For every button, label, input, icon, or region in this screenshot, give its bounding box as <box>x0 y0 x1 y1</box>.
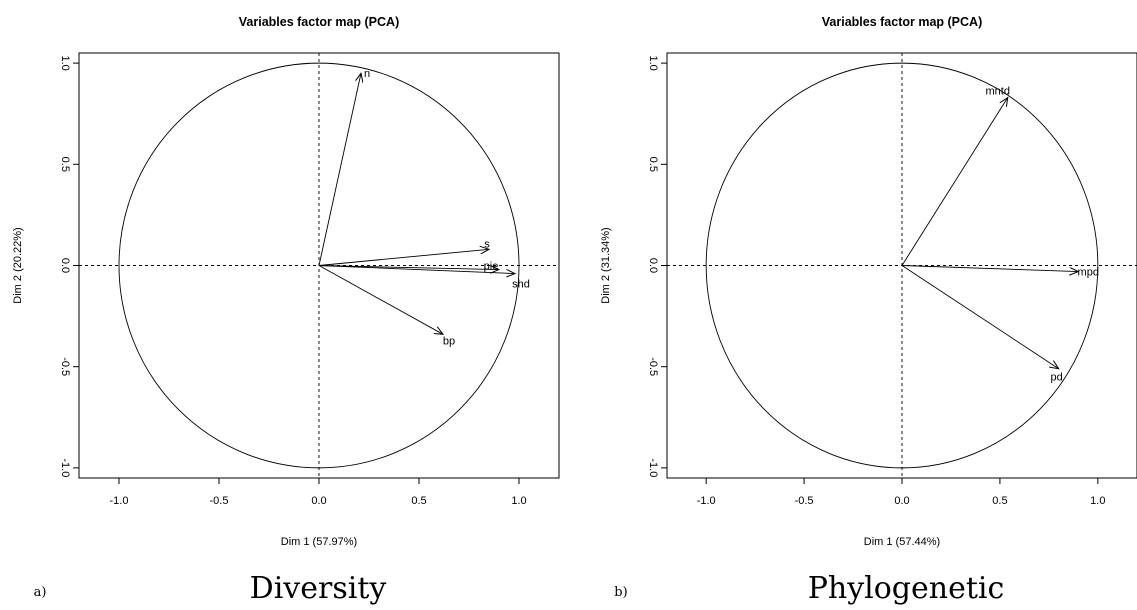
variable-label-bp: bp <box>443 335 455 347</box>
x-tick-label: 0.0 <box>894 495 909 507</box>
x-tick-label: -0.5 <box>795 495 814 507</box>
chart-title: Variables factor map (PCA) <box>822 15 982 29</box>
y-tick-label: -0.5 <box>59 357 71 376</box>
variable-label-pie: pie <box>484 261 499 273</box>
y-axis-label: Dim 2 (31.34%) <box>600 227 612 303</box>
panel-caption: Phylogenetic <box>808 571 1005 606</box>
variable-arrow-pd <box>901 265 1059 369</box>
variable-label-mntd: mntd <box>986 86 1010 98</box>
panel-caption: Diversity <box>250 571 387 606</box>
x-tick-label: -1.0 <box>697 495 716 507</box>
variable-label-mpd: mpd <box>1078 267 1099 279</box>
pca-panel-a: Variables factor map (PCA) -1.0 -0.5 0.0 0.5… <box>12 15 560 606</box>
variable-label-s: s <box>484 238 490 250</box>
x-tick-label: -0.5 <box>210 495 229 507</box>
x-tick-label: 0.5 <box>411 495 426 507</box>
x-axis-label: Dim 1 (57.44%) <box>864 536 940 548</box>
y-tick-label: 1.0 <box>647 55 659 70</box>
variable-arrow-mpd <box>901 265 1078 272</box>
variable-arrow-mntd <box>901 98 1008 266</box>
variable-arrow-shd <box>318 265 515 274</box>
y-tick-label: -1.0 <box>647 458 659 477</box>
y-tick-label: 0.5 <box>647 157 659 172</box>
variable-arrow-pie <box>318 265 499 270</box>
y-tick-label: -0.5 <box>647 357 659 376</box>
x-tick-label: -1.0 <box>110 495 129 507</box>
x-tick-label: 1.0 <box>511 495 526 507</box>
chart-title: Variables factor map (PCA) <box>239 15 399 29</box>
variable-label-pd: pd <box>1051 372 1063 384</box>
x-tick-label: 0.0 <box>311 495 326 507</box>
y-tick-label: 0.0 <box>647 258 659 273</box>
pca-panel-b: Variables factor map (PCA) -1.0 -0.5 0.0 0.5… <box>600 15 1137 606</box>
y-tick-label: 0.0 <box>59 258 71 273</box>
x-tick-label: 1.0 <box>1090 495 1105 507</box>
y-axis-label: Dim 2 (20.22%) <box>12 227 24 303</box>
variable-label-shd: shd <box>512 279 530 291</box>
panel-letter: a) <box>34 585 47 600</box>
variable-arrow-s <box>318 249 489 266</box>
panel-letter: b) <box>614 585 627 600</box>
y-tick-label: -1.0 <box>59 458 71 477</box>
variable-label-n: n <box>364 68 370 80</box>
x-tick-label: 0.5 <box>992 495 1007 507</box>
variable-arrow-n <box>318 73 361 266</box>
x-axis-label: Dim 1 (57.97%) <box>281 536 357 548</box>
variable-arrow-bp <box>318 265 443 335</box>
y-tick-label: 1.0 <box>59 55 71 70</box>
y-tick-label: 0.5 <box>59 157 71 172</box>
